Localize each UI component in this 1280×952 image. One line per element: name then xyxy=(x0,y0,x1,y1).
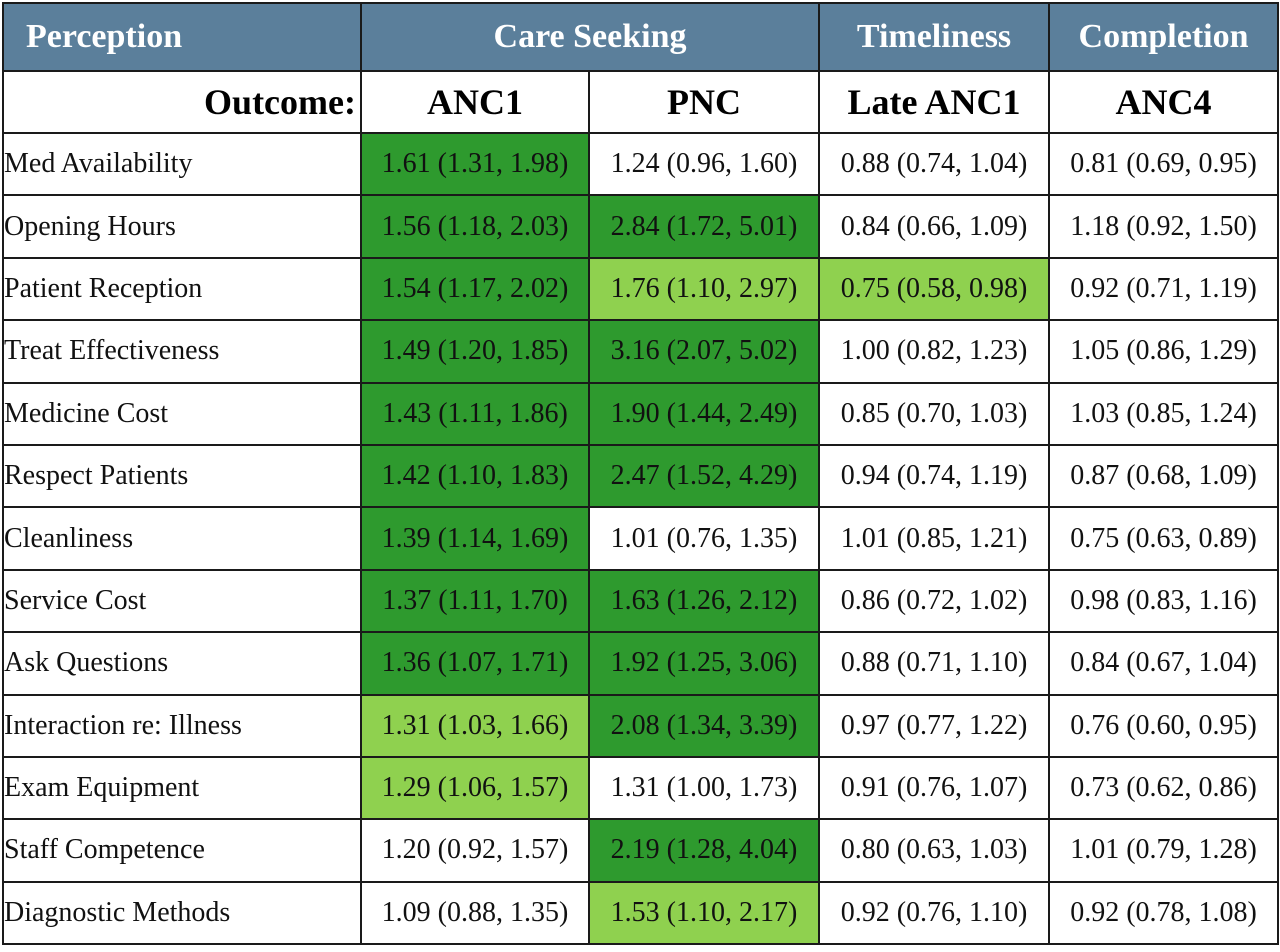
pnc-header: PNC xyxy=(587,70,821,134)
row-label: Respect Patients xyxy=(2,443,362,509)
outcome-header-row: Outcome: ANC1 PNC Late ANC1 ANC4 xyxy=(2,70,1280,134)
late-anc1-cell: 0.75 (0.58, 0.98) xyxy=(818,256,1051,322)
anc4-cell: 1.01 (0.79, 1.28) xyxy=(1048,818,1280,883)
table-row: Diagnostic Methods 1.09 (0.88, 1.35) 1.5… xyxy=(2,880,1280,946)
table-row: Patient Reception 1.54 (1.17, 2.02) 1.76… xyxy=(2,256,1280,322)
table-row: Ask Questions 1.36 (1.07, 1.71) 1.92 (1.… xyxy=(2,631,1280,696)
row-label: Exam Equipment xyxy=(2,755,362,821)
anc1-cell: 1.31 (1.03, 1.66) xyxy=(360,693,590,758)
anc1-cell: 1.36 (1.07, 1.71) xyxy=(360,631,590,696)
table-row: Med Availability 1.61 (1.31, 1.98) 1.24 … xyxy=(2,131,1280,197)
late-anc1-cell: 0.86 (0.72, 1.02) xyxy=(818,568,1051,634)
table-row: Medicine Cost 1.43 (1.11, 1.86) 1.90 (1.… xyxy=(2,381,1280,446)
row-label: Cleanliness xyxy=(2,506,362,571)
pnc-cell: 1.53 (1.10, 2.17) xyxy=(587,880,821,946)
anc1-cell: 1.49 (1.20, 1.85) xyxy=(360,319,590,384)
table-row: Staff Competence 1.20 (0.92, 1.57) 2.19 … xyxy=(2,818,1280,883)
pnc-cell: 1.31 (1.00, 1.73) xyxy=(587,755,821,821)
anc4-cell: 0.76 (0.60, 0.95) xyxy=(1048,693,1280,758)
anc1-cell: 1.29 (1.06, 1.57) xyxy=(360,755,590,821)
anc1-cell: 1.09 (0.88, 1.35) xyxy=(360,880,590,946)
row-label: Med Availability xyxy=(2,131,362,197)
perception-header: Perception xyxy=(2,2,362,72)
anc4-cell: 1.05 (0.86, 1.29) xyxy=(1048,319,1280,384)
anc1-cell: 1.43 (1.11, 1.86) xyxy=(360,381,590,446)
anc1-cell: 1.39 (1.14, 1.69) xyxy=(360,506,590,571)
row-label: Treat Effectiveness xyxy=(2,319,362,384)
anc4-cell: 0.84 (0.67, 1.04) xyxy=(1048,631,1280,696)
late-anc1-cell: 1.00 (0.82, 1.23) xyxy=(818,319,1051,384)
anc4-cell: 0.81 (0.69, 0.95) xyxy=(1048,131,1280,197)
pnc-cell: 2.84 (1.72, 5.01) xyxy=(587,194,821,259)
late-anc1-cell: 0.97 (0.77, 1.22) xyxy=(818,693,1051,758)
pnc-cell: 2.08 (1.34, 3.39) xyxy=(587,693,821,758)
table-row: Respect Patients 1.42 (1.10, 1.83) 2.47 … xyxy=(2,443,1280,509)
row-label: Diagnostic Methods xyxy=(2,880,362,946)
anc4-header: ANC4 xyxy=(1048,70,1280,134)
table-row: Opening Hours 1.56 (1.18, 2.03) 2.84 (1.… xyxy=(2,194,1280,259)
row-label: Opening Hours xyxy=(2,194,362,259)
pnc-cell: 1.24 (0.96, 1.60) xyxy=(587,131,821,197)
table-row: Exam Equipment 1.29 (1.06, 1.57) 1.31 (1… xyxy=(2,755,1280,821)
anc1-cell: 1.37 (1.11, 1.70) xyxy=(360,568,590,634)
completion-header: Completion xyxy=(1048,2,1280,72)
anc4-cell: 0.73 (0.62, 0.86) xyxy=(1048,755,1280,821)
timeliness-header: Timeliness xyxy=(818,2,1051,72)
table-row: Cleanliness 1.39 (1.14, 1.69) 1.01 (0.76… xyxy=(2,506,1280,571)
pnc-cell: 1.92 (1.25, 3.06) xyxy=(587,631,821,696)
table-row: Service Cost 1.37 (1.11, 1.70) 1.63 (1.2… xyxy=(2,568,1280,634)
late-anc1-cell: 0.88 (0.74, 1.04) xyxy=(818,131,1051,197)
pnc-cell: 2.47 (1.52, 4.29) xyxy=(587,443,821,509)
late-anc1-cell: 1.01 (0.85, 1.21) xyxy=(818,506,1051,571)
anc1-cell: 1.42 (1.10, 1.83) xyxy=(360,443,590,509)
anc4-cell: 1.18 (0.92, 1.50) xyxy=(1048,194,1280,259)
late-anc1-cell: 0.84 (0.66, 1.09) xyxy=(818,194,1051,259)
late-anc1-cell: 0.88 (0.71, 1.10) xyxy=(818,631,1051,696)
anc4-cell: 0.87 (0.68, 1.09) xyxy=(1048,443,1280,509)
outcome-label: Outcome: xyxy=(2,70,362,134)
table-row: Interaction re: Illness 1.31 (1.03, 1.66… xyxy=(2,693,1280,758)
anc4-cell: 0.98 (0.83, 1.16) xyxy=(1048,568,1280,634)
care-seeking-header: Care Seeking xyxy=(359,2,821,72)
row-label: Medicine Cost xyxy=(2,381,362,446)
pnc-cell: 2.19 (1.28, 4.04) xyxy=(587,818,821,883)
late-anc1-header: Late ANC1 xyxy=(818,70,1051,134)
late-anc1-cell: 0.91 (0.76, 1.07) xyxy=(818,755,1051,821)
pnc-cell: 1.63 (1.26, 2.12) xyxy=(587,568,821,634)
pnc-cell: 3.16 (2.07, 5.02) xyxy=(587,319,821,384)
pnc-cell: 1.76 (1.10, 2.97) xyxy=(587,256,821,322)
anc4-cell: 0.92 (0.78, 1.08) xyxy=(1048,880,1280,946)
late-anc1-cell: 0.80 (0.63, 1.03) xyxy=(818,818,1051,883)
late-anc1-cell: 0.85 (0.70, 1.03) xyxy=(818,381,1051,446)
row-label: Staff Competence xyxy=(2,818,362,883)
anc1-cell: 1.56 (1.18, 2.03) xyxy=(360,194,590,259)
anc4-cell: 1.03 (0.85, 1.24) xyxy=(1048,381,1280,446)
row-label: Patient Reception xyxy=(2,256,362,322)
anc1-cell: 1.61 (1.31, 1.98) xyxy=(360,131,590,197)
pnc-cell: 1.90 (1.44, 2.49) xyxy=(587,381,821,446)
anc1-header: ANC1 xyxy=(360,70,590,134)
group-header-row: Perception Care Seeking Timeliness Compl… xyxy=(2,2,1280,72)
row-label: Interaction re: Illness xyxy=(2,693,362,758)
late-anc1-cell: 0.94 (0.74, 1.19) xyxy=(818,443,1051,509)
row-label: Ask Questions xyxy=(2,631,362,696)
late-anc1-cell: 0.92 (0.76, 1.10) xyxy=(818,880,1051,946)
anc4-cell: 0.92 (0.71, 1.19) xyxy=(1048,256,1280,322)
row-label: Service Cost xyxy=(2,568,362,634)
anc4-cell: 0.75 (0.63, 0.89) xyxy=(1048,506,1280,571)
pnc-cell: 1.01 (0.76, 1.35) xyxy=(587,506,821,571)
table-row: Treat Effectiveness 1.49 (1.20, 1.85) 3.… xyxy=(2,319,1280,384)
anc1-cell: 1.20 (0.92, 1.57) xyxy=(360,818,590,883)
anc1-cell: 1.54 (1.17, 2.02) xyxy=(360,256,590,322)
